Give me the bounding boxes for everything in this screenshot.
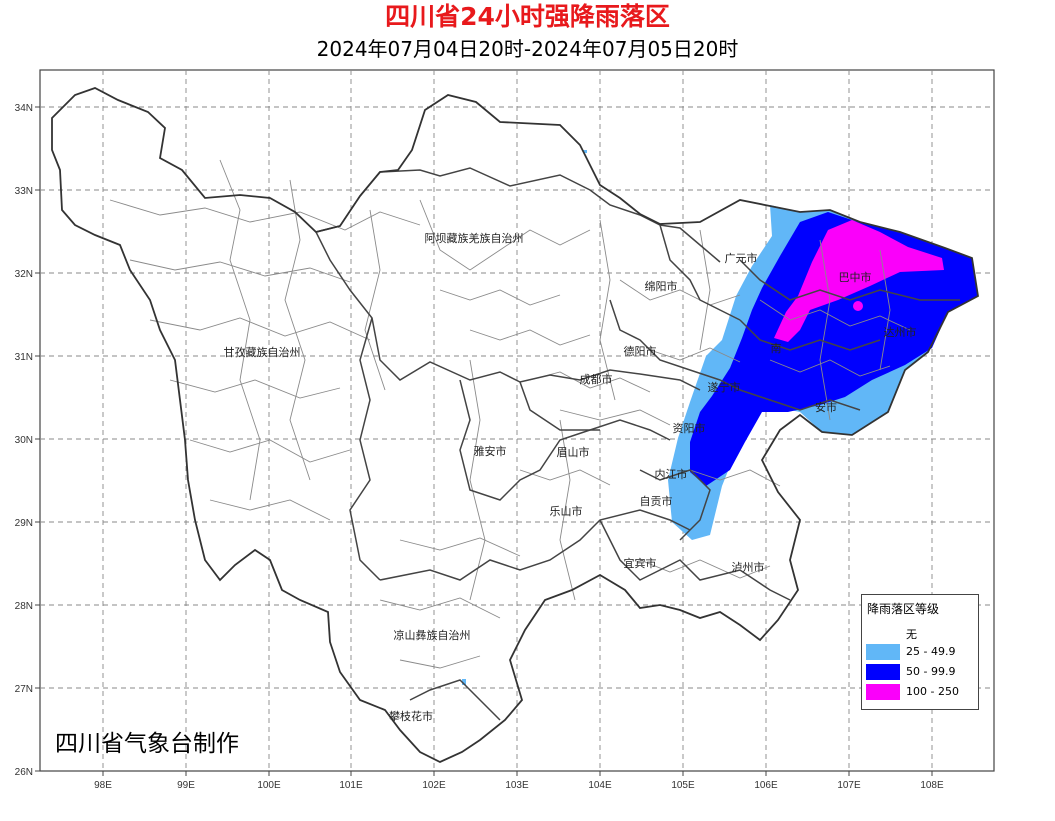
y-tick-label: 32N (15, 269, 33, 280)
x-tick-label: 100E (257, 780, 281, 791)
map-subtitle: 2024年07月04日20时-2024年07月05日20时 (316, 37, 739, 61)
y-tick-label: 30N (15, 435, 33, 446)
y-tick-label: 29N (15, 518, 33, 529)
region-label-suining: 遂宁市 (708, 380, 741, 394)
y-tick-label: 34N (15, 103, 33, 114)
x-tick-label: 102E (422, 780, 446, 791)
region-label-leshan: 乐山市 (550, 504, 583, 518)
rain-spot-100-250 (853, 301, 863, 311)
province-outline (51, 87, 979, 763)
legend-item: 100 - 250 (866, 684, 976, 700)
region-label-neijiang: 内江市 (655, 467, 688, 481)
county-borders (109, 159, 911, 669)
producer-credit: 四川省气象台制作 (55, 731, 239, 757)
rain-zone-50-99 (690, 212, 978, 486)
x-tick-label: 105E (671, 780, 695, 791)
region-label-nanchong: 南 (771, 342, 782, 355)
legend-title: 降雨落区等级 (867, 602, 940, 616)
region-label-guangyuan: 广元市 (725, 251, 758, 265)
axis-ticks (35, 106, 933, 776)
x-tick-label: 103E (505, 780, 529, 791)
x-tick-label: 104E (588, 780, 612, 791)
region-label-panzhihua: 攀枝花市 (389, 709, 433, 723)
region-label-yibin: 宜宾市 (624, 556, 657, 570)
legend-swatch-light-blue (866, 644, 900, 660)
x-tick-label: 101E (339, 780, 363, 791)
legend-label: 100 - 250 (906, 685, 959, 698)
region-label-bazhong: 巴中市 (839, 270, 872, 284)
legend-swatch-none (866, 625, 900, 641)
region-label-ganzi: 甘孜藏族自治州 (224, 345, 301, 359)
region-label-deyang: 德阳市 (624, 344, 657, 358)
map-title: 四川省24小时强降雨落区 (385, 2, 670, 31)
legend-item: 无 (866, 625, 976, 641)
region-label-guangan: 安市 (815, 400, 837, 414)
region-label-dazhou: 达州市 (884, 325, 917, 339)
region-label-aba: 阿坝藏族羌族自治州 (425, 231, 524, 245)
region-label-zigong: 自贡市 (640, 494, 673, 508)
rain-zone-100-250 (774, 220, 944, 342)
legend-swatch-blue (866, 664, 900, 680)
rain-spot-25-49 (462, 679, 466, 685)
legend-item: 50 - 99.9 (866, 664, 976, 680)
y-tick-label: 28N (15, 601, 33, 612)
region-label-mianyang: 绵阳市 (645, 279, 678, 293)
legend-label: 无 (906, 628, 917, 641)
rain-spot-25-49 (583, 150, 587, 153)
x-tick-label: 98E (94, 780, 112, 791)
x-tick-label: 108E (920, 780, 944, 791)
y-tick-label: 33N (15, 186, 33, 197)
legend-label: 25 - 49.9 (906, 645, 956, 658)
region-label-chengdu: 成都市 (580, 372, 613, 386)
region-label-ziyang: 资阳市 (673, 421, 706, 435)
y-tick-label: 31N (15, 352, 33, 363)
y-tick-label: 27N (15, 684, 33, 695)
x-tick-label: 99E (177, 780, 195, 791)
region-label-liangshan: 凉山彝族自治州 (394, 628, 471, 642)
region-label-meishan: 眉山市 (557, 445, 590, 459)
legend-label: 50 - 99.9 (906, 665, 956, 678)
legend: 降雨落区等级 无 25 - 49.9 50 - 99.9 100 - 250 (861, 594, 979, 710)
region-label-luzhou: 泸州市 (732, 560, 765, 574)
y-tick-label: 26N (15, 767, 33, 778)
x-tick-label: 106E (754, 780, 778, 791)
legend-swatch-magenta (866, 684, 900, 700)
legend-item: 25 - 49.9 (866, 644, 976, 660)
x-tick-label: 107E (837, 780, 861, 791)
region-label-yaan: 雅安市 (474, 444, 507, 458)
